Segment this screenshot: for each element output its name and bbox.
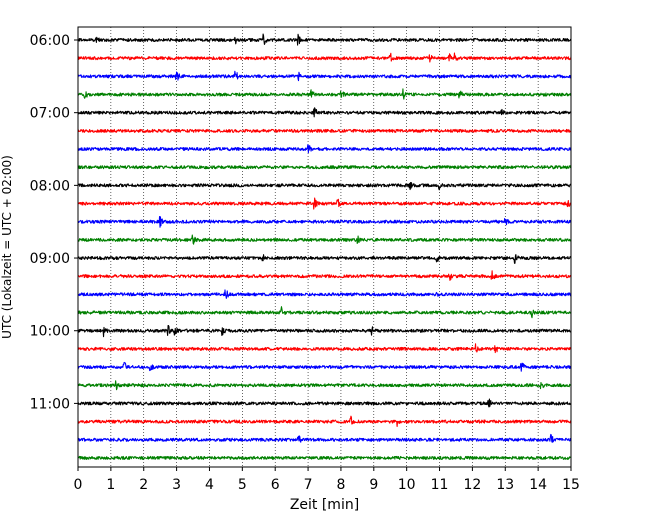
x-tick-label: 15	[562, 477, 580, 493]
y-tick-label: 10:00	[30, 324, 70, 340]
trace-line	[77, 70, 572, 82]
plot-frame	[77, 26, 572, 468]
y-tick-label: 09:00	[30, 251, 70, 267]
y-axis-label: UTC (Lokalzeit = UTC + 02:00)	[0, 155, 14, 339]
trace-line	[77, 398, 572, 408]
trace-line	[77, 415, 572, 428]
trace-line	[77, 270, 572, 281]
trace-line	[77, 181, 572, 191]
trace-line	[77, 289, 572, 299]
y-tick-label: 08:00	[30, 178, 70, 194]
trace-line	[77, 254, 572, 264]
trace-line	[77, 216, 572, 228]
x-tick-label: 2	[139, 477, 148, 493]
trace-line	[77, 128, 572, 133]
trace-line	[77, 107, 572, 118]
trace-line	[77, 361, 572, 372]
trace-line	[77, 433, 572, 443]
trace-line	[77, 52, 572, 63]
x-axis-label: Zeit [min]	[290, 497, 359, 513]
x-tick-label: 1	[106, 477, 115, 493]
y-tick-label: 11:00	[30, 396, 70, 412]
y-axis-ticks: 06:00 07:00 08:00 09:00 10:00 11:00	[30, 33, 78, 412]
x-tick-label: 6	[271, 477, 280, 493]
x-tick-label: 14	[529, 477, 547, 493]
x-tick-label: 12	[463, 477, 481, 493]
y-tick-label: 07:00	[30, 106, 70, 122]
x-axis-ticks: 0 1 2 3 4 5 6 7 8 9 10 11 12 13 14 15	[74, 467, 580, 493]
trace-line	[77, 88, 572, 100]
trace-line	[77, 380, 572, 391]
y-tick-label: 06:00	[30, 33, 70, 49]
x-tick-label: 0	[74, 477, 83, 493]
x-tick-label: 13	[496, 477, 514, 493]
x-tick-label: 5	[238, 477, 247, 493]
x-tick-label: 8	[336, 477, 345, 493]
trace-line	[77, 455, 572, 460]
trace-line	[77, 144, 572, 154]
x-tick-label: 11	[431, 477, 449, 493]
trace-line	[77, 324, 572, 338]
x-tick-label: 4	[205, 477, 214, 493]
trace-line	[77, 306, 572, 319]
trace-line	[77, 33, 572, 46]
trace-line	[77, 234, 572, 245]
x-tick-label: 9	[369, 477, 378, 493]
trace-line	[77, 165, 572, 170]
vertical-grid	[110, 27, 539, 467]
x-tick-label: 10	[398, 477, 416, 493]
trace-line	[77, 343, 572, 354]
trace-group	[77, 33, 572, 460]
trace-line	[77, 197, 572, 210]
x-tick-label: 3	[172, 477, 181, 493]
x-tick-label: 7	[304, 477, 313, 493]
